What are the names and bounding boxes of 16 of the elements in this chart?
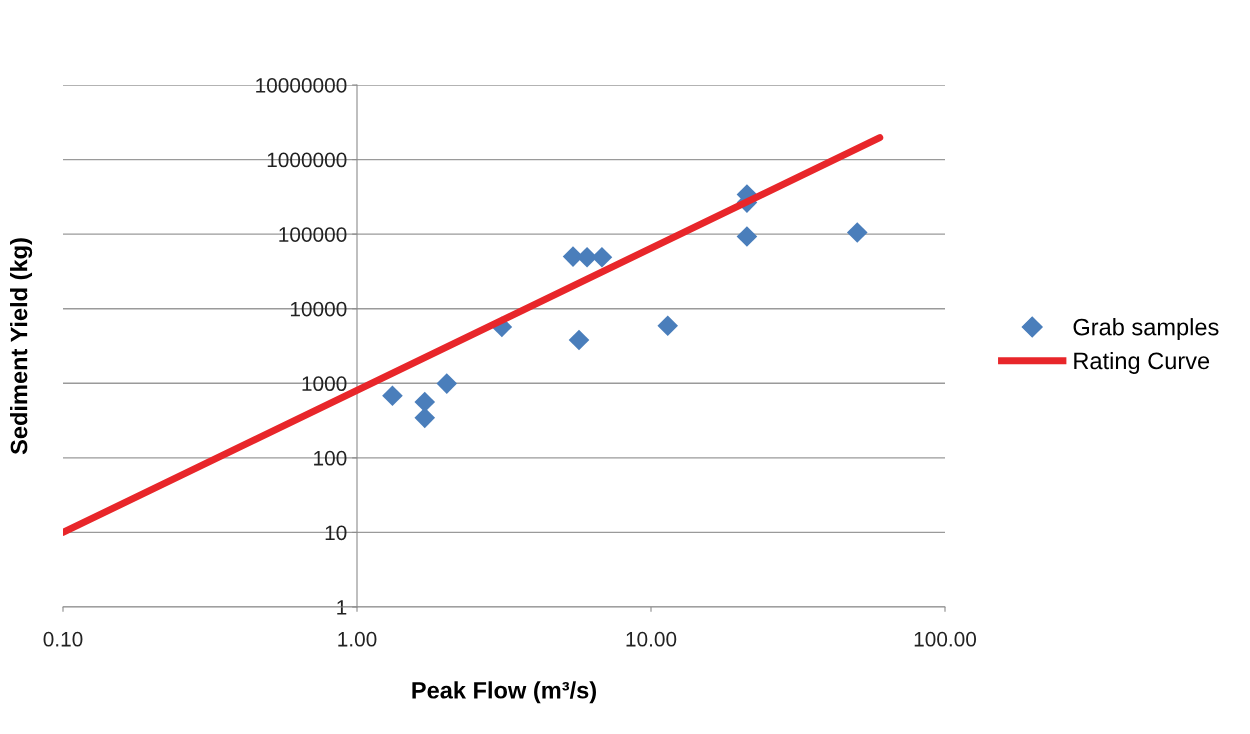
y-tick-label: 1 [337,600,347,615]
legend-label: Rating Curve [1074,351,1210,374]
y-tick-label: 100000 [279,227,347,242]
y-tick-label: 1000 [302,376,347,392]
y-tick-label: 1000000 [267,152,347,168]
y-tick-label: 10000000 [256,78,347,93]
y-tick-label: 100 [314,450,347,466]
x-tick-label: 10.00 [626,631,677,647]
x-tick-label: 1.00 [338,631,377,647]
y-tick-label: 10 [325,525,347,541]
y-axis-title: Sediment Yield (kg) [10,238,33,455]
legend-label: Grab samples [1073,318,1219,341]
x-tick-label: 100.00 [914,631,977,647]
y-tick-label: 10000 [290,301,347,317]
x-tick-label: 0.10 [43,631,83,647]
x-axis-title: Peak Flow (m³/s) [412,681,596,704]
